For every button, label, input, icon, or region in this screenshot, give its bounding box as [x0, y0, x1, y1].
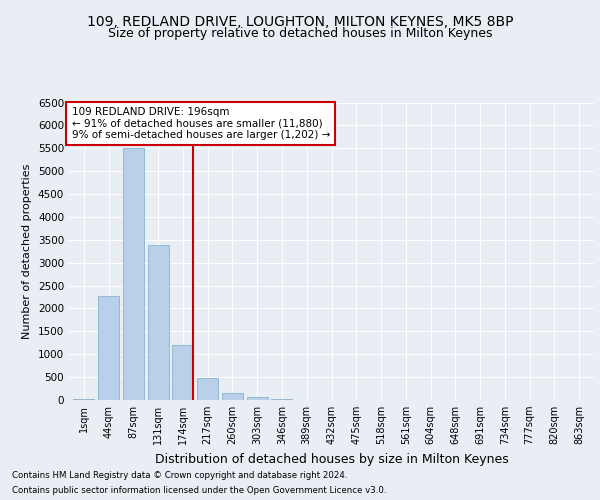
Bar: [98, 296, 119, 400]
Text: 109, REDLAND DRIVE, LOUGHTON, MILTON KEYNES, MK5 8BP: 109, REDLAND DRIVE, LOUGHTON, MILTON KEY…: [87, 15, 513, 29]
Bar: [222, 392, 243, 400]
Bar: [172, 345, 193, 400]
Text: 109 REDLAND DRIVE: 196sqm
← 91% of detached houses are smaller (11,880)
9% of se: 109 REDLAND DRIVE: 196sqm ← 91% of detac…: [71, 107, 330, 140]
Text: Size of property relative to detached houses in Milton Keynes: Size of property relative to detached ho…: [108, 28, 492, 40]
Bar: [73, 398, 94, 400]
Text: Contains HM Land Registry data © Crown copyright and database right 2024.: Contains HM Land Registry data © Crown c…: [12, 471, 347, 480]
Bar: [271, 399, 292, 400]
X-axis label: Distribution of detached houses by size in Milton Keynes: Distribution of detached houses by size …: [155, 452, 508, 466]
Bar: [123, 148, 144, 400]
Y-axis label: Number of detached properties: Number of detached properties: [22, 164, 32, 339]
Bar: [148, 245, 169, 400]
Bar: [247, 397, 268, 400]
Bar: [197, 378, 218, 400]
Text: Contains public sector information licensed under the Open Government Licence v3: Contains public sector information licen…: [12, 486, 386, 495]
